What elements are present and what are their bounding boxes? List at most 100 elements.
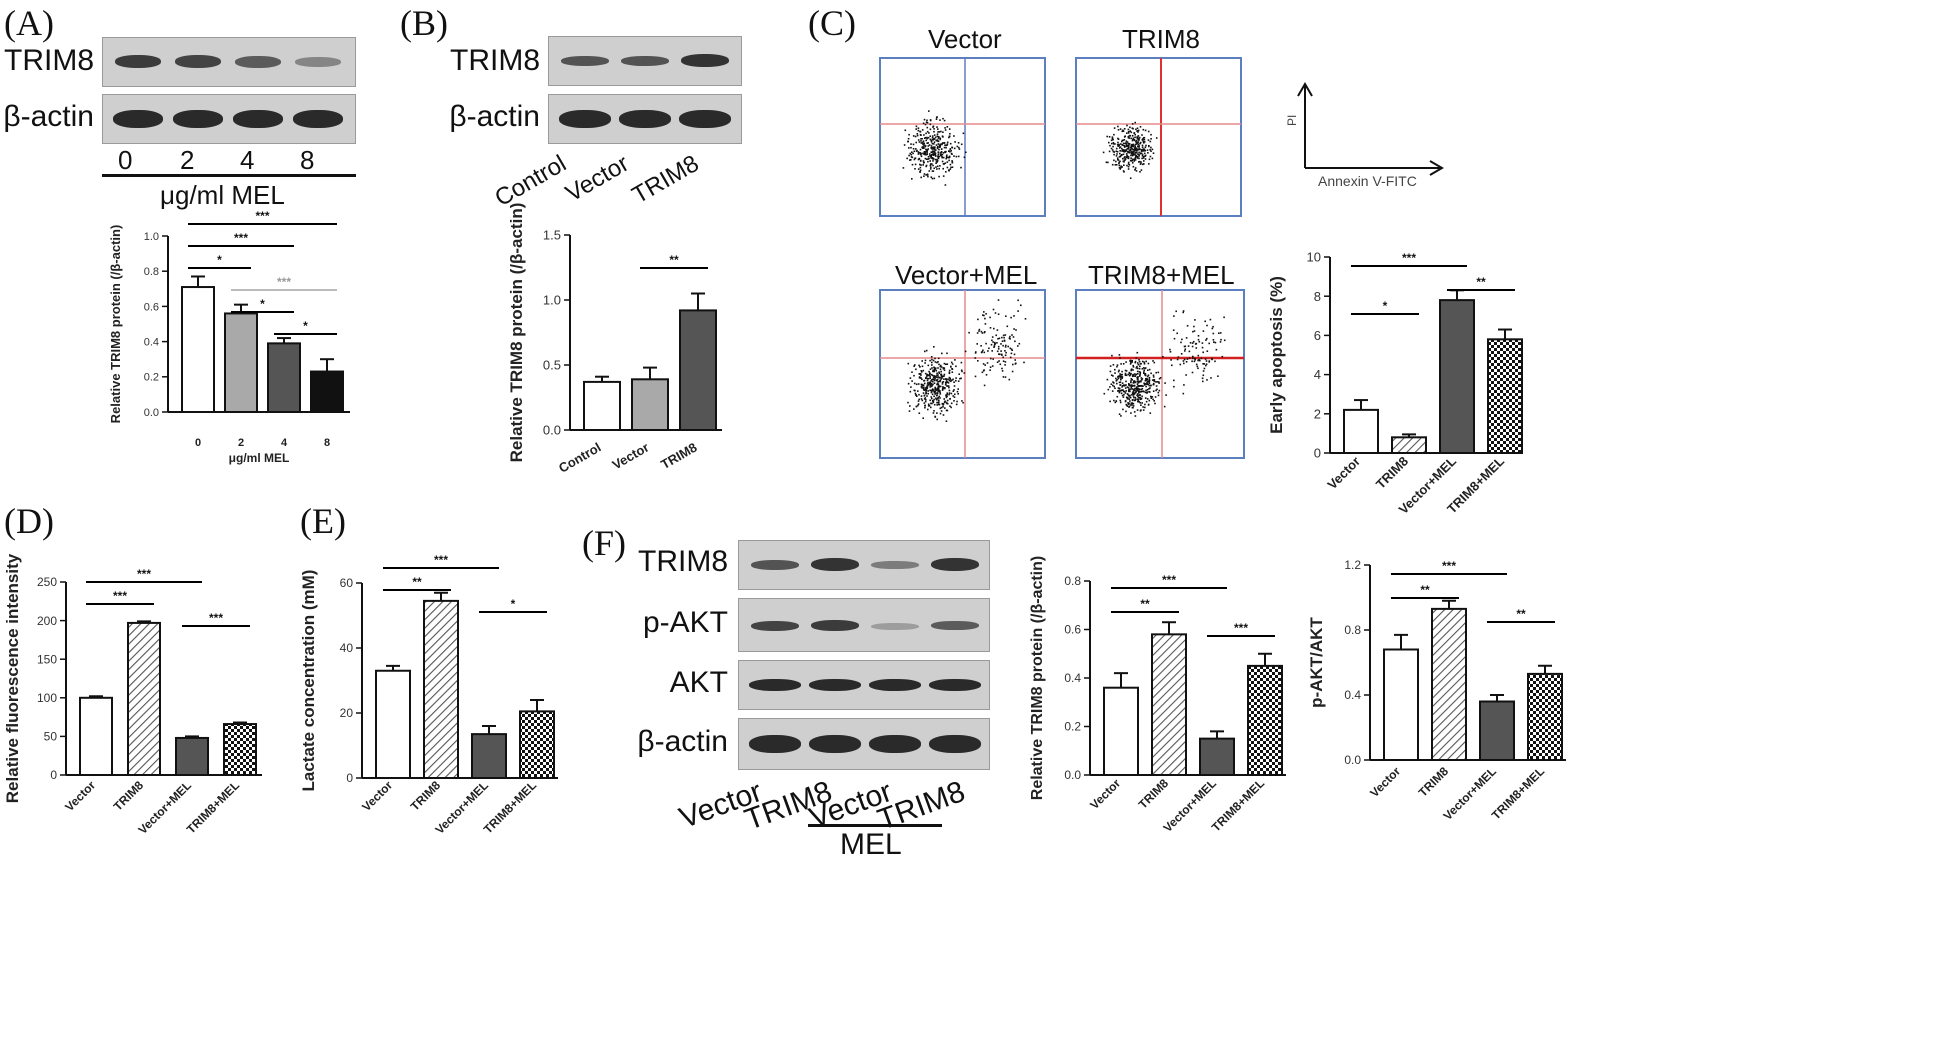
cell-dot xyxy=(955,365,957,368)
panel-label-f: (F) xyxy=(582,523,626,563)
cell-dot xyxy=(927,148,929,150)
band xyxy=(679,110,731,128)
cell-dot xyxy=(933,177,936,180)
cell-dot xyxy=(1140,397,1143,400)
cell-dot xyxy=(1146,391,1149,393)
cell-dot xyxy=(1132,144,1135,146)
cell-dot xyxy=(1157,394,1160,397)
cell-dot xyxy=(1137,399,1139,401)
cell-dot xyxy=(913,408,915,410)
cell-dot xyxy=(1111,163,1114,166)
cell-dot xyxy=(1115,155,1118,157)
cell-dot xyxy=(922,369,925,372)
cell-dot xyxy=(942,381,945,383)
cell-dot xyxy=(1124,369,1127,372)
cell-dot xyxy=(1157,371,1160,374)
cell-dot xyxy=(1214,360,1216,363)
cell-dot xyxy=(1004,376,1007,378)
cell-dot xyxy=(1131,360,1133,362)
cell-dot xyxy=(1148,379,1151,382)
cell-dot xyxy=(982,363,985,365)
cell-dot xyxy=(946,144,948,146)
cell-dot xyxy=(926,377,929,380)
cell-dot xyxy=(925,399,927,401)
cell-dot xyxy=(1138,139,1140,142)
cell-dot xyxy=(1138,371,1141,373)
cell-dot xyxy=(939,137,942,140)
cell-dot xyxy=(977,360,979,362)
cell-dot xyxy=(923,379,926,382)
y-tick-label: 0.0 xyxy=(1064,768,1081,782)
cell-dot xyxy=(1125,140,1128,142)
cell-dot xyxy=(1138,136,1141,139)
cell-dot xyxy=(1123,393,1125,396)
cell-dot xyxy=(1206,350,1209,352)
cell-dot xyxy=(1214,341,1217,344)
cell-dot xyxy=(1121,140,1123,143)
cell-dot xyxy=(927,158,929,160)
cell-dot xyxy=(947,169,950,171)
cell-dot xyxy=(931,163,933,165)
cell-dot xyxy=(920,386,923,388)
cell-dot xyxy=(1131,361,1133,363)
cell-dot xyxy=(934,393,936,395)
cell-dot xyxy=(1131,399,1134,401)
cell-dot xyxy=(933,370,935,373)
cell-dot xyxy=(1132,154,1134,156)
significance-label: * xyxy=(1383,299,1388,313)
flow-title: Vector+MEL xyxy=(895,260,1038,290)
cell-dot xyxy=(948,156,950,159)
cell-dot xyxy=(915,148,917,150)
cell-dot xyxy=(1135,156,1137,158)
cell-dot xyxy=(1144,155,1147,157)
cell-dot xyxy=(1121,384,1124,387)
cell-dot xyxy=(1155,381,1157,383)
band xyxy=(681,54,729,67)
cell-dot xyxy=(1144,382,1146,385)
cell-dot xyxy=(1119,168,1121,170)
cell-dot xyxy=(1009,338,1011,340)
cell-dot xyxy=(918,412,921,414)
cell-dot xyxy=(927,175,929,178)
cell-dot xyxy=(1184,345,1187,348)
cell-dot xyxy=(924,153,926,156)
cell-dot xyxy=(1111,136,1114,138)
blot-a-actin xyxy=(102,94,356,144)
y-tick-label: 250 xyxy=(37,575,57,589)
cell-dot xyxy=(943,398,945,400)
cell-dot xyxy=(948,393,950,396)
cell-dot xyxy=(1140,391,1142,393)
cell-dot xyxy=(934,386,936,389)
cell-dot xyxy=(925,389,928,392)
cell-dot xyxy=(948,369,951,372)
cell-dot xyxy=(1112,145,1114,148)
cell-dot xyxy=(1137,380,1139,382)
cell-dot xyxy=(1124,159,1126,161)
band xyxy=(749,679,801,691)
significance-label: *** xyxy=(113,589,127,603)
cell-dot xyxy=(1184,350,1186,352)
cell-dot xyxy=(931,378,933,381)
cell-dot xyxy=(940,370,942,373)
cell-dot xyxy=(996,329,999,331)
cell-dot xyxy=(981,332,984,334)
cell-dot xyxy=(1132,392,1135,395)
cell-dot xyxy=(936,404,938,406)
cell-dot xyxy=(1124,142,1127,145)
cell-dot xyxy=(1191,371,1194,374)
cell-dot xyxy=(935,116,938,119)
cell-dot xyxy=(990,343,993,346)
cell-dot xyxy=(924,145,927,147)
cell-dot xyxy=(1197,367,1199,370)
cell-dot xyxy=(942,156,945,159)
cell-dot xyxy=(1120,375,1123,378)
cell-dot xyxy=(982,369,985,372)
band xyxy=(115,55,161,68)
y-axis-label: Relative TRIM8 protein (/β-actin) xyxy=(1029,556,1046,800)
cell-dot xyxy=(1106,135,1108,138)
cell-dot xyxy=(1139,385,1142,387)
cell-dot xyxy=(1202,370,1205,372)
cell-dot xyxy=(1202,380,1204,383)
cell-dot xyxy=(1113,127,1116,129)
cell-dot xyxy=(1135,154,1138,157)
